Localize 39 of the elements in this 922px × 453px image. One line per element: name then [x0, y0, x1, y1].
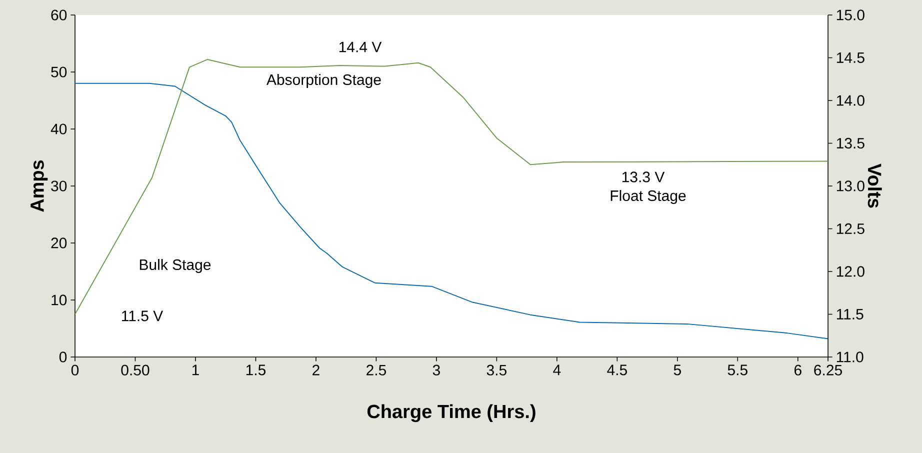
- y2-tick-label: 12.0: [836, 266, 864, 277]
- y2-tick-label: 13.0: [836, 180, 864, 192]
- annotation: Bulk Stage: [140, 259, 211, 273]
- x-tick-label: 3.5: [486, 364, 506, 376]
- x-tick-label: 2: [312, 364, 320, 376]
- annotation: Float Stage: [610, 190, 686, 204]
- y-tick-label: 30: [51, 180, 67, 192]
- x-tick-label: 3: [432, 364, 440, 376]
- y-tick-label: 40: [50, 124, 67, 134]
- y2-tick-label: 11.0: [836, 352, 864, 362]
- annotation: 11.5 V: [122, 310, 164, 322]
- y2-tick-label: 14.5: [836, 52, 864, 63]
- y-tick-label: 60: [51, 10, 67, 20]
- x-axis-title: Charge Time (Hrs.): [367, 404, 536, 422]
- x-tick-label: 5.5: [728, 364, 748, 376]
- x-tick-label: 6.25: [814, 364, 842, 376]
- x-tick-label: 2.5: [366, 364, 386, 376]
- y2-tick-label: 12.5: [836, 223, 864, 234]
- y2-tick-label: 15.0: [836, 10, 864, 20]
- annotation: 13.3 V: [622, 172, 665, 182]
- x-tick-label: 1: [192, 364, 199, 376]
- x-tick-label: 4: [553, 364, 561, 376]
- y2-tick-label: 14.0: [836, 95, 864, 106]
- y-tick-label: 50: [51, 66, 67, 78]
- x-tick-label: 0: [71, 364, 79, 376]
- y-tick-label: 20: [51, 238, 67, 248]
- annotation: Absorption Stage: [266, 74, 381, 88]
- y2-tick-label: 11.5: [836, 309, 864, 320]
- x-tick-label: 5: [674, 364, 681, 376]
- y-tick-label: 0: [59, 352, 67, 362]
- y2-axis-title: Volts: [868, 164, 882, 208]
- x-tick-label: 1.5: [246, 364, 266, 376]
- y-tick-label: 10: [52, 294, 67, 306]
- x-tick-label: 4.5: [607, 364, 627, 376]
- y-axis-title: Amps: [30, 160, 48, 212]
- x-tick-label: 0.50: [121, 364, 150, 376]
- x-tick-label: 6: [794, 364, 802, 376]
- annotation: 14.4 V: [339, 42, 382, 52]
- y2-tick-label: 13.5: [836, 138, 864, 149]
